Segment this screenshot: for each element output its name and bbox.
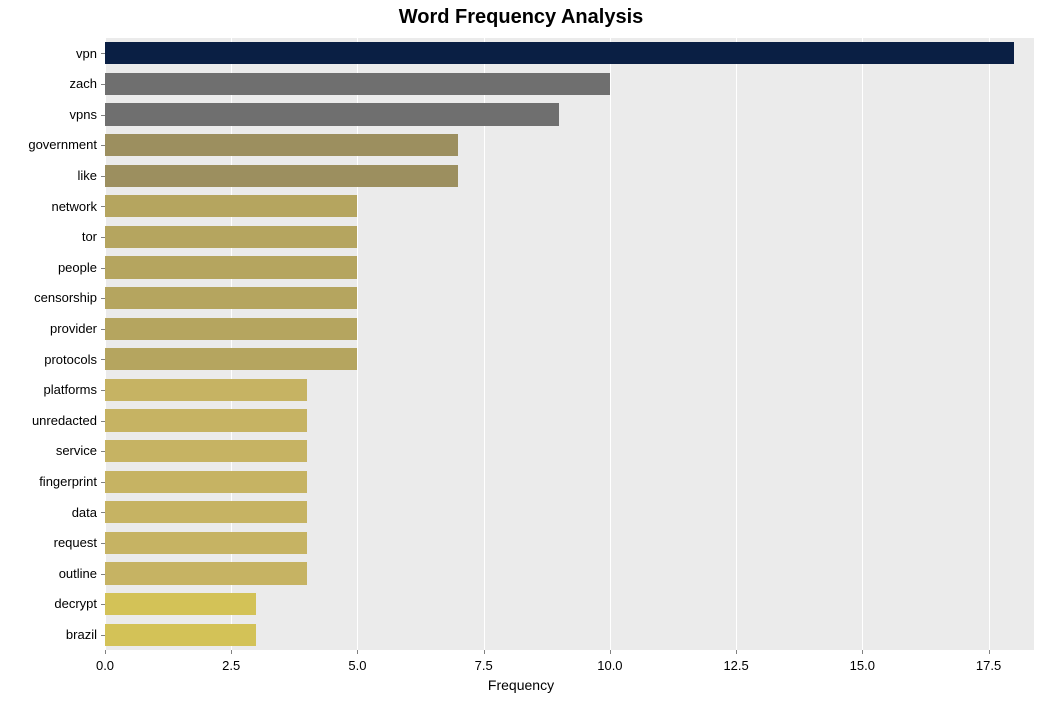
y-tick-mark [101,604,105,605]
y-tick-mark [101,176,105,177]
bar [105,624,256,646]
x-tick-label: 2.5 [222,658,240,673]
bar [105,562,307,584]
x-tick-mark [989,650,990,654]
grid-line [610,38,611,650]
grid-line [484,38,485,650]
grid-line [105,38,106,650]
x-tick-mark [105,650,106,654]
y-tick-label: service [56,443,97,458]
y-tick-label: data [72,505,97,520]
bar [105,42,1014,64]
bar [105,593,256,615]
y-tick-mark [101,298,105,299]
x-axis-title: Frequency [0,677,1042,693]
y-tick-mark [101,543,105,544]
grid-line [231,38,232,650]
y-tick-mark [101,421,105,422]
x-tick-label: 0.0 [96,658,114,673]
y-tick-label: provider [50,321,97,336]
y-tick-mark [101,635,105,636]
bar [105,195,357,217]
y-tick-mark [101,115,105,116]
y-tick-mark [101,451,105,452]
y-tick-mark [101,574,105,575]
y-tick-label: protocols [44,352,97,367]
y-tick-mark [101,329,105,330]
y-tick-label: tor [82,229,97,244]
x-tick-label: 5.0 [348,658,366,673]
x-tick-mark [231,650,232,654]
y-tick-label: vpn [76,46,97,61]
chart-container: Word Frequency Analysis Frequency 0.0 2.5… [0,0,1042,701]
y-tick-mark [101,512,105,513]
y-tick-label: decrypt [54,596,97,611]
y-tick-mark [101,53,105,54]
y-tick-mark [101,145,105,146]
y-tick-label: fingerprint [39,474,97,489]
y-tick-label: government [28,137,97,152]
grid-line [736,38,737,650]
y-tick-label: like [77,168,97,183]
y-tick-mark [101,482,105,483]
x-tick-label: 10.0 [597,658,622,673]
y-tick-label: outline [59,566,97,581]
chart-title: Word Frequency Analysis [0,6,1042,29]
bar [105,532,307,554]
x-tick-mark [610,650,611,654]
grid-line [357,38,358,650]
x-tick-mark [484,650,485,654]
bar [105,73,610,95]
x-tick-mark [357,650,358,654]
y-tick-label: platforms [44,382,97,397]
bar [105,409,307,431]
y-tick-mark [101,206,105,207]
x-tick-mark [736,650,737,654]
x-tick-label: 17.5 [976,658,1001,673]
y-tick-label: people [58,260,97,275]
x-tick-label: 12.5 [723,658,748,673]
grid-line [989,38,990,650]
bar [105,379,307,401]
bar [105,318,357,340]
bar [105,287,357,309]
y-tick-mark [101,359,105,360]
bar [105,226,357,248]
bar [105,103,559,125]
y-tick-label: request [54,535,97,550]
x-tick-mark [862,650,863,654]
bar [105,471,307,493]
bar [105,440,307,462]
y-tick-mark [101,237,105,238]
plot-area [105,38,1034,650]
grid-line [862,38,863,650]
y-tick-label: censorship [34,290,97,305]
x-tick-label: 7.5 [475,658,493,673]
y-tick-label: vpns [70,107,97,122]
bar [105,256,357,278]
bar [105,134,458,156]
y-tick-mark [101,268,105,269]
y-tick-label: brazil [66,627,97,642]
x-tick-label: 15.0 [850,658,875,673]
y-tick-label: network [51,199,97,214]
y-tick-label: zach [70,76,97,91]
y-tick-mark [101,84,105,85]
bar [105,501,307,523]
bar [105,165,458,187]
y-tick-label: unredacted [32,413,97,428]
y-tick-mark [101,390,105,391]
bar [105,348,357,370]
